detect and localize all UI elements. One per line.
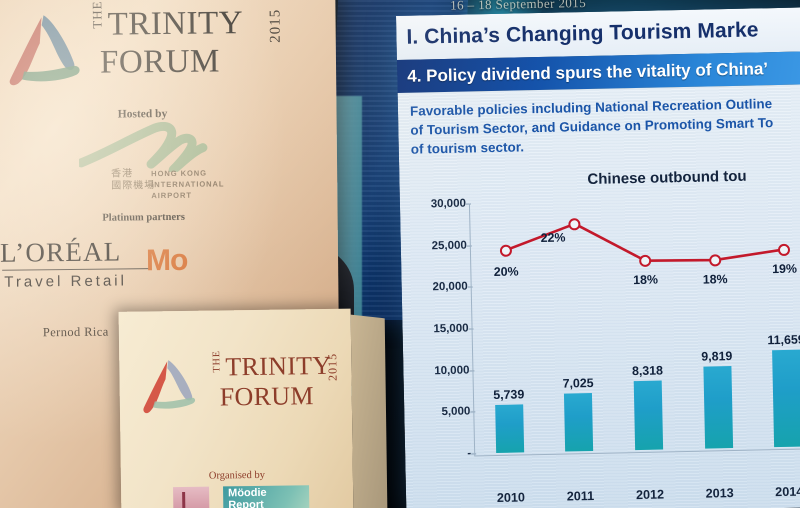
chart-line-value-label: 18% xyxy=(633,272,659,288)
hkia-swoosh-icon xyxy=(78,122,208,173)
chart-bar-value-label: 7,025 xyxy=(562,375,594,391)
chart-bar xyxy=(564,392,594,452)
chart-bar xyxy=(703,366,733,449)
moodie-report-logo: Möodie Report xyxy=(223,485,310,508)
slide-section-title: I. China’s Changing Tourism Marke xyxy=(406,18,759,49)
hkia-chinese-name: 香港 國際機場 xyxy=(111,168,156,192)
banner-wordmark: THE TRINITY FORUM 2015 xyxy=(89,0,296,99)
chart-bar xyxy=(494,404,524,454)
partner-mo-logo: Mo xyxy=(145,243,188,278)
podium: THE TRINITY FORUM 2015 Organised by Möod… xyxy=(118,308,388,508)
podium-side-panel xyxy=(350,314,388,508)
podium-trinity-triangle-icon xyxy=(143,360,196,414)
chart-line-value-label: 22% xyxy=(540,230,566,245)
chart-x-tick-label: 2012 xyxy=(635,487,665,503)
pernod-ricard-partner: Pernod Rica xyxy=(42,324,109,340)
podium-trinity-text: TRINITY xyxy=(225,350,332,382)
chart-plot-area: 5,739 2010 7,025 2011 8,318 2012 9,819 2013 11,6… xyxy=(470,196,800,505)
chart-x-tick-label: 2014 xyxy=(775,484,800,500)
loreal-travel-retail-text: Travel Retail xyxy=(4,272,128,291)
chart-line-value-label: 18% xyxy=(702,271,728,287)
chart-y-tick-label: 25,000 xyxy=(431,239,467,253)
chart-y-tick-label: 15,000 xyxy=(433,322,469,336)
chart-title: Chinese outbound tou xyxy=(587,167,747,189)
chart-x-tick-label: 2011 xyxy=(566,489,595,504)
banner-logo-row: THE TRINITY FORUM 2015 xyxy=(0,0,298,100)
organiser-secondary-logo xyxy=(173,486,210,508)
podium-logo: THE TRINITY FORUM 2015 xyxy=(137,349,340,432)
chart-y-tick-label: 10,000 xyxy=(434,364,470,378)
loreal-travel-retail-logo: L’ORÉAL Travel Retail xyxy=(0,236,160,291)
hkia-english-name: HONG KONG INTERNATIONAL AIRPORT xyxy=(151,168,225,201)
podium-forum-text: FORUM xyxy=(219,381,314,412)
chart-bar xyxy=(633,380,664,451)
banner-trinity-text: TRINITY xyxy=(107,5,244,43)
chart-x-tick-label: 2010 xyxy=(496,490,526,506)
chart-bar-value-label: 8,318 xyxy=(631,363,664,378)
chart-x-tick-label: 2013 xyxy=(705,486,734,501)
hong-kong-international-airport-logo: 香港 國際機場 HONG KONG INTERNATIONAL AIRPORT xyxy=(71,121,225,201)
chart-bar-value-label: 11,659 xyxy=(767,332,800,348)
chart-y-axis: -5,000 10,000 15,000 20,000 25,000 30,000 xyxy=(412,198,472,460)
hosted-by-label: Hosted by xyxy=(117,107,168,121)
loreal-wordmark: L’ORÉAL xyxy=(0,236,122,268)
banner-the-text: THE xyxy=(89,0,105,29)
chart-y-tick-label: 30,000 xyxy=(430,197,467,211)
banner-forum-text: FORUM xyxy=(99,43,221,81)
chart-bar-value-label: 5,739 xyxy=(493,387,525,403)
chart-y-tick-label: 5,000 xyxy=(441,405,471,419)
chart-line-value-label: 20% xyxy=(493,264,519,279)
podium-front-panel: THE TRINITY FORUM 2015 Organised by Möod… xyxy=(118,308,354,508)
trinity-forum-triangle-logo xyxy=(9,15,80,86)
chart: Chinese outbound tou -5,000 10,000 15,000 2… xyxy=(411,166,800,505)
loreal-divider xyxy=(2,268,151,271)
presentation-slide: I. China’s Changing Tourism Marke 4. Pol… xyxy=(396,7,800,508)
podium-year-text: 2015 xyxy=(325,352,340,381)
chart-bar-value-label: 9,819 xyxy=(701,349,733,364)
moodie-line-2: Report xyxy=(228,498,264,508)
event-backdrop-banner: THE TRINITY FORUM 2015 Hosted by 香港 國際機場 … xyxy=(0,0,341,508)
banner-year-text: 2015 xyxy=(267,8,284,43)
organiser-logos: Möodie Report xyxy=(173,485,313,508)
organised-by-label: Organised by xyxy=(208,469,266,482)
slide-subtitle: 4. Policy dividend spurs the vitality of… xyxy=(407,58,769,86)
chart-y-tick-label: 20,000 xyxy=(432,280,468,294)
platinum-partners-label: Platinum partners xyxy=(102,211,185,224)
chart-bar xyxy=(772,349,800,448)
slide-body: Favorable policies including National Re… xyxy=(397,84,800,508)
podium-the-text: THE xyxy=(211,349,223,373)
chart-line-value-label: 19% xyxy=(772,261,798,276)
